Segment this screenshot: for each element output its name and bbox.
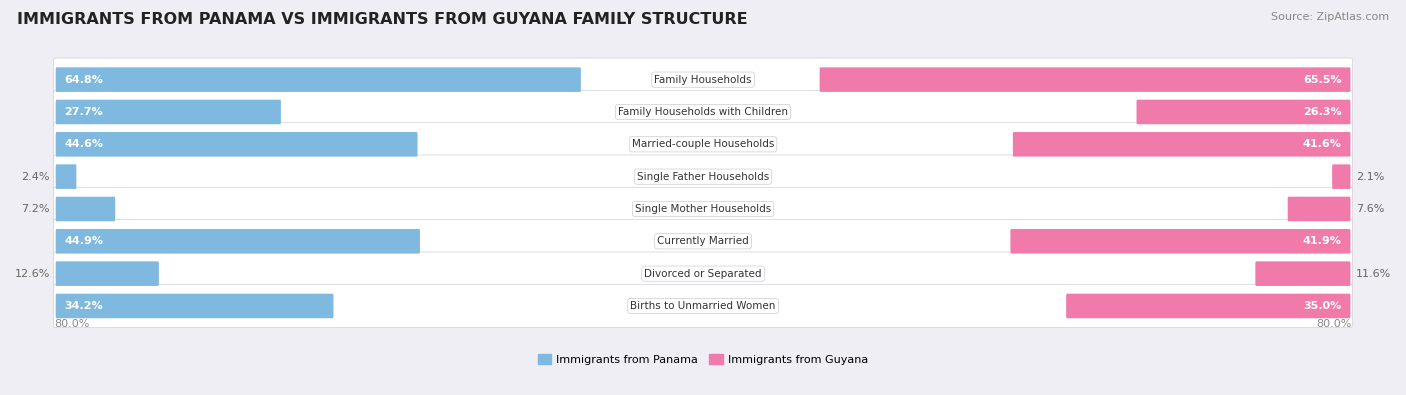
Text: 11.6%: 11.6% [1357,269,1392,278]
FancyBboxPatch shape [53,284,1353,327]
Text: 2.1%: 2.1% [1357,172,1385,182]
Text: IMMIGRANTS FROM PANAMA VS IMMIGRANTS FROM GUYANA FAMILY STRUCTURE: IMMIGRANTS FROM PANAMA VS IMMIGRANTS FRO… [17,12,748,27]
FancyBboxPatch shape [56,100,281,124]
Text: Single Mother Households: Single Mother Households [636,204,770,214]
FancyBboxPatch shape [53,187,1353,231]
FancyBboxPatch shape [53,90,1353,134]
FancyBboxPatch shape [53,123,1353,166]
FancyBboxPatch shape [53,252,1353,295]
Text: Family Households with Children: Family Households with Children [619,107,787,117]
FancyBboxPatch shape [56,68,581,92]
FancyBboxPatch shape [1066,294,1350,318]
Text: 35.0%: 35.0% [1303,301,1341,311]
FancyBboxPatch shape [56,229,420,254]
Text: 12.6%: 12.6% [14,269,49,278]
FancyBboxPatch shape [820,68,1350,92]
Text: Source: ZipAtlas.com: Source: ZipAtlas.com [1271,12,1389,22]
Text: 2.4%: 2.4% [21,172,49,182]
Text: 41.9%: 41.9% [1303,236,1341,246]
FancyBboxPatch shape [1136,100,1350,124]
Text: Divorced or Separated: Divorced or Separated [644,269,762,278]
Text: Births to Unmarried Women: Births to Unmarried Women [630,301,776,311]
Text: 65.5%: 65.5% [1303,75,1341,85]
Text: Single Father Households: Single Father Households [637,172,769,182]
FancyBboxPatch shape [56,261,159,286]
Text: 80.0%: 80.0% [1316,319,1351,329]
FancyBboxPatch shape [53,58,1353,101]
FancyBboxPatch shape [1012,132,1350,156]
FancyBboxPatch shape [1331,164,1350,189]
FancyBboxPatch shape [56,197,115,221]
Text: 80.0%: 80.0% [55,319,90,329]
Text: Currently Married: Currently Married [657,236,749,246]
Text: 64.8%: 64.8% [65,75,104,85]
FancyBboxPatch shape [1288,197,1350,221]
FancyBboxPatch shape [53,220,1353,263]
Text: 7.2%: 7.2% [21,204,49,214]
Text: 41.6%: 41.6% [1303,139,1341,149]
Text: Family Households: Family Households [654,75,752,85]
Text: 44.9%: 44.9% [65,236,104,246]
FancyBboxPatch shape [56,132,418,156]
FancyBboxPatch shape [53,155,1353,198]
Text: 34.2%: 34.2% [65,301,103,311]
FancyBboxPatch shape [1256,261,1350,286]
Text: 27.7%: 27.7% [65,107,103,117]
FancyBboxPatch shape [56,294,333,318]
Text: 44.6%: 44.6% [65,139,104,149]
FancyBboxPatch shape [1011,229,1350,254]
FancyBboxPatch shape [56,164,76,189]
Legend: Immigrants from Panama, Immigrants from Guyana: Immigrants from Panama, Immigrants from … [533,350,873,369]
Text: 26.3%: 26.3% [1303,107,1341,117]
Text: 7.6%: 7.6% [1357,204,1385,214]
Text: Married-couple Households: Married-couple Households [631,139,775,149]
